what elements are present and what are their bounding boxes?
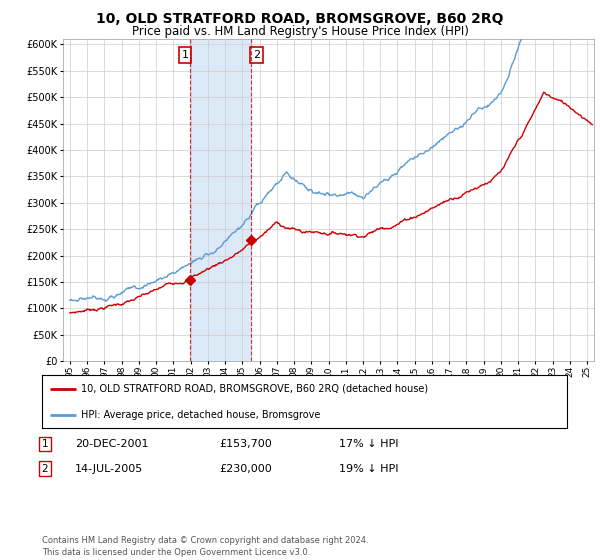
Text: 2: 2 — [253, 50, 260, 60]
Text: HPI: Average price, detached house, Bromsgrove: HPI: Average price, detached house, Brom… — [82, 410, 321, 420]
Text: £230,000: £230,000 — [219, 464, 272, 474]
Text: Price paid vs. HM Land Registry's House Price Index (HPI): Price paid vs. HM Land Registry's House … — [131, 25, 469, 38]
Text: £153,700: £153,700 — [219, 439, 272, 449]
Text: 20-DEC-2001: 20-DEC-2001 — [75, 439, 149, 449]
Text: 17% ↓ HPI: 17% ↓ HPI — [339, 439, 398, 449]
Text: 10, OLD STRATFORD ROAD, BROMSGROVE, B60 2RQ (detached house): 10, OLD STRATFORD ROAD, BROMSGROVE, B60 … — [82, 384, 428, 394]
Bar — [190, 39, 251, 361]
Text: 10, OLD STRATFORD ROAD, BROMSGROVE, B60 2RQ: 10, OLD STRATFORD ROAD, BROMSGROVE, B60 … — [96, 12, 504, 26]
Text: 2: 2 — [41, 464, 49, 474]
Text: 1: 1 — [181, 50, 188, 60]
Text: 14-JUL-2005: 14-JUL-2005 — [75, 464, 143, 474]
Text: 1: 1 — [41, 439, 49, 449]
Text: Contains HM Land Registry data © Crown copyright and database right 2024.
This d: Contains HM Land Registry data © Crown c… — [42, 536, 368, 557]
Text: 19% ↓ HPI: 19% ↓ HPI — [339, 464, 398, 474]
